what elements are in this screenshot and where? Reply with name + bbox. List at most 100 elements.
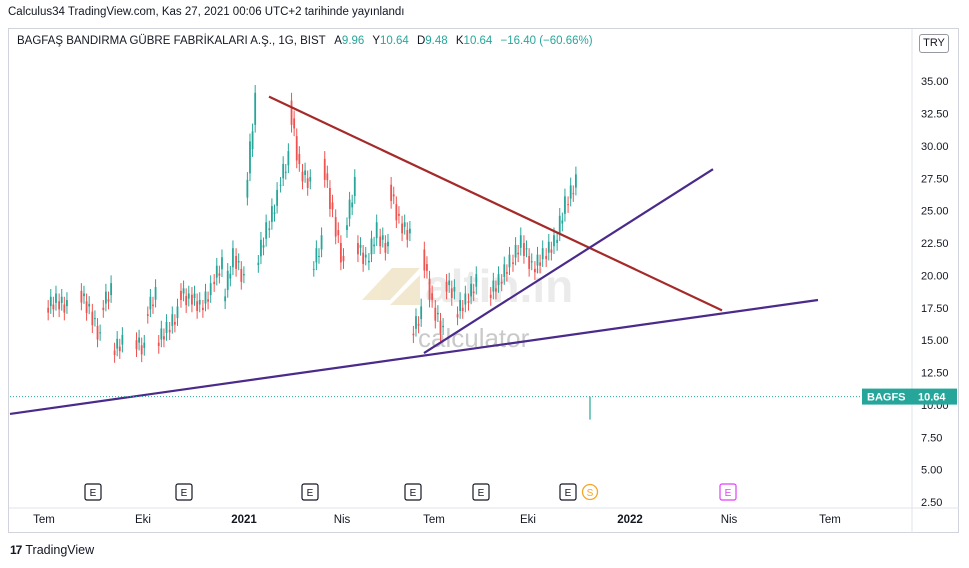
candle-body	[85, 301, 88, 313]
candle-body	[309, 176, 312, 182]
candle-body	[191, 294, 193, 305]
candle-body	[140, 345, 143, 355]
tradingview-logo-icon: 17	[10, 543, 22, 557]
candle-body	[403, 222, 406, 227]
candle-body	[547, 241, 550, 253]
candle-body	[362, 252, 365, 265]
candle-body	[390, 184, 393, 201]
candle-body	[152, 304, 154, 307]
candle-body	[113, 350, 116, 356]
candle-body	[143, 342, 146, 348]
candle-body	[301, 171, 304, 182]
candle-body	[470, 283, 472, 297]
candle-body	[514, 244, 517, 258]
candle-body	[304, 170, 306, 176]
candle-body	[242, 274, 245, 276]
candle-body	[157, 342, 160, 346]
candle-body	[417, 323, 420, 326]
candle-body	[519, 235, 522, 248]
candle-body	[193, 293, 196, 299]
candle-body	[213, 281, 216, 285]
candle-body	[439, 320, 442, 334]
candle-body	[63, 304, 66, 313]
candle-body	[331, 202, 334, 210]
candle-body	[320, 235, 323, 250]
candle-body	[83, 293, 85, 297]
high-label: Y	[372, 35, 380, 47]
candle-body	[180, 290, 182, 300]
candle-body	[165, 321, 168, 334]
price-tag-label: 10.64	[918, 392, 946, 404]
candle-body	[209, 283, 212, 296]
candle-body	[187, 293, 190, 299]
earnings-marker-label: E	[478, 488, 485, 499]
low-label: D	[416, 35, 426, 47]
x-tick-label: 2021	[231, 514, 257, 526]
close-label: K	[455, 35, 464, 47]
candle-body	[406, 230, 409, 240]
split-marker-icon	[581, 483, 599, 501]
candle-body	[110, 283, 112, 296]
x-tick-label: Tem	[819, 514, 841, 526]
candle-body	[298, 153, 301, 165]
candle-body	[472, 291, 475, 294]
candle-body	[461, 307, 464, 311]
candle-body	[47, 307, 50, 313]
candle-body	[434, 307, 437, 321]
trendline	[9, 298, 819, 416]
candle-body	[326, 173, 329, 181]
earnings-marker-label: E	[410, 488, 417, 499]
candle-body	[49, 296, 52, 307]
candle-body	[387, 241, 389, 247]
candle-body	[80, 290, 83, 303]
x-tick-label: Nis	[334, 514, 351, 526]
candle-body	[116, 338, 119, 349]
candle-body	[235, 255, 237, 269]
candle-body	[459, 299, 462, 311]
candle-body	[99, 332, 102, 334]
candle-body	[284, 171, 287, 173]
candle-body	[254, 92, 257, 125]
candle-body	[445, 281, 448, 292]
candle-body	[436, 312, 439, 315]
candle-body	[282, 164, 285, 179]
candle-body	[96, 325, 99, 340]
candle-body	[224, 296, 227, 302]
earnings-marker-icon	[301, 483, 319, 501]
earnings-marker-icon	[559, 483, 577, 501]
earnings-marker-icon	[404, 483, 422, 501]
candle-body	[561, 220, 564, 224]
candle-body	[262, 245, 265, 248]
candle-body	[475, 274, 478, 287]
candle-body	[348, 199, 351, 219]
ticker-tag-label: BAGFS	[867, 392, 906, 404]
currency-button[interactable]: TRY	[919, 34, 949, 53]
candle-body	[337, 230, 340, 236]
candle-body	[318, 255, 320, 257]
candle-body	[492, 280, 495, 292]
candle-body	[342, 255, 345, 262]
candle-body	[456, 314, 459, 318]
chart-frame	[8, 28, 959, 533]
candle-body	[201, 307, 204, 311]
candle-body	[168, 329, 171, 333]
candle-body	[415, 316, 417, 329]
candle-body	[364, 254, 367, 258]
candle-body	[138, 337, 140, 343]
candle-body	[379, 236, 382, 247]
y-tick-label: 30.00	[921, 141, 949, 153]
candle-body	[558, 215, 561, 234]
earnings-marker-label: E	[90, 488, 97, 499]
candle-body	[329, 187, 331, 210]
low-value: 9.48	[425, 35, 448, 47]
candle-body	[357, 243, 359, 255]
earnings-marker-icon	[719, 483, 737, 501]
candle-body	[218, 273, 221, 276]
trendline	[423, 168, 714, 355]
candle-body	[251, 131, 254, 150]
x-tick-label: Nis	[721, 514, 738, 526]
open-label: A	[334, 35, 342, 47]
y-tick-label: 25.00	[921, 206, 949, 218]
y-tick-label: 27.50	[921, 173, 949, 185]
